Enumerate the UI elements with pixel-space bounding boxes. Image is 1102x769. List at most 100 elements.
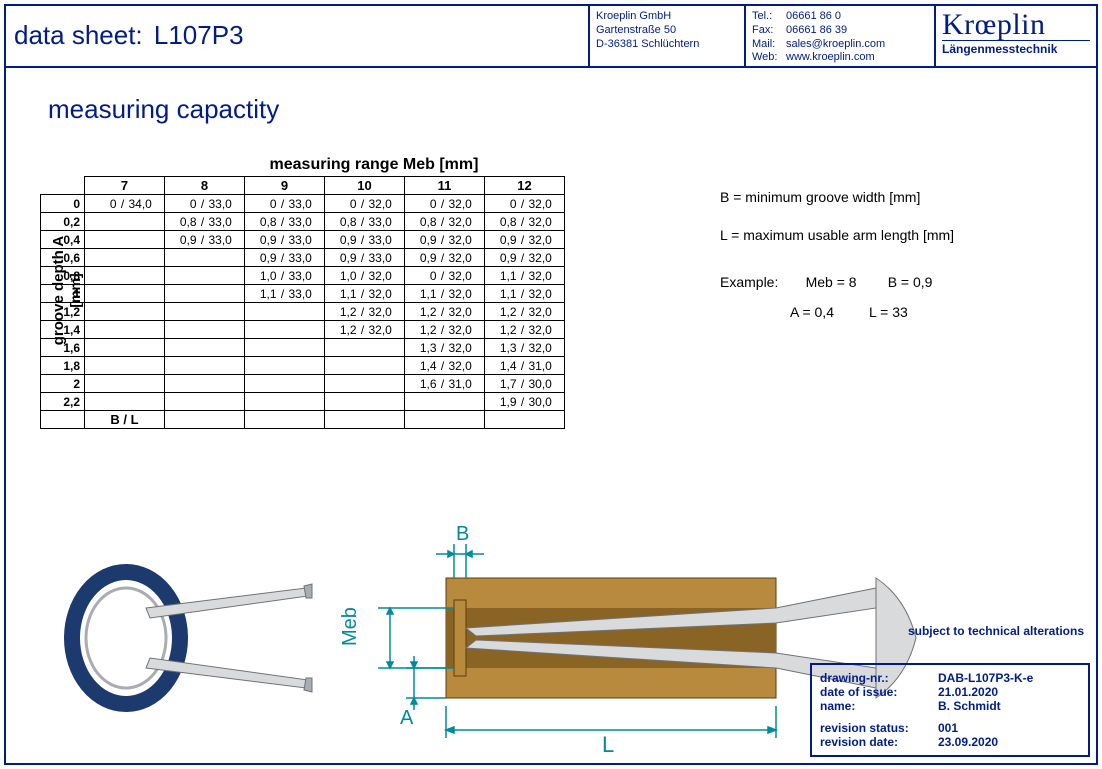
table-cell: 1,4/31,0 [485,357,565,375]
table-cell: 0,9/33,0 [245,231,325,249]
header: data sheet: L107P3 Kroeplin GmbH Gartens… [6,6,1096,68]
table-cell: 1,1/33,0 [245,285,325,303]
table-cell-empty [85,375,165,393]
name-value: B. Schmidt [938,699,1001,713]
table-row-header: 2,2 [41,393,85,411]
table-cell-empty [165,393,245,411]
logo-subtitle: Längenmesstechnik [942,40,1090,56]
table-col-header: 11 [405,177,485,195]
table-cell-empty [245,357,325,375]
table-cell-empty [165,339,245,357]
table-cell-empty [325,375,405,393]
web-value: www.kroeplin.com [786,51,875,63]
table-cell-empty [85,339,165,357]
table-cell: 1,0/32,0 [325,267,405,285]
table-cell: 1,1/32,0 [405,285,485,303]
table-cell-empty [85,267,165,285]
table-cell: 0,9/33,0 [325,249,405,267]
dim-label-l: L [602,732,614,757]
addr-line: Kroeplin GmbH [596,10,738,24]
table-cell: 1,2/32,0 [405,321,485,339]
table-cell: 0/33,0 [245,195,325,213]
table-cell: 1,7/30,0 [485,375,565,393]
table-cell: 0/33,0 [165,195,245,213]
header-logo: Krœplin Längenmesstechnik [936,6,1096,66]
table-cell: 0,8/32,0 [405,213,485,231]
table-cell-empty [85,303,165,321]
rev-status-value: 001 [938,721,958,735]
table-cell-empty [165,375,245,393]
table-cell: 0,8/33,0 [165,213,245,231]
capacity-table-wrap: measuring range Meb [mm] groove depth A[… [40,156,616,429]
dim-label-meb: Meb [339,607,361,646]
table-row-header: 0 [41,195,85,213]
table-cell-empty [85,231,165,249]
table-row-title: groove depth A[mm] [50,236,83,345]
logo-brand: Krœplin [942,10,1090,40]
table-cell-empty [245,393,325,411]
table-cell-empty [85,321,165,339]
table-cell: 1,2/32,0 [485,303,565,321]
table-cell-empty [325,393,405,411]
table-cell-empty [245,303,325,321]
sheet-frame: data sheet: L107P3 Kroeplin GmbH Gartens… [4,4,1098,765]
table-cell: 0,9/33,0 [325,231,405,249]
fax-label: Fax: [752,24,786,38]
addr-line: Gartenstraße 50 [596,24,738,38]
table-row-header: 1,8 [41,357,85,375]
table-cell: 0,9/33,0 [245,249,325,267]
table-cell-empty [165,303,245,321]
table-cell-empty [325,339,405,357]
table-cell: 0/32,0 [405,267,485,285]
table-row-header: 2 [41,375,85,393]
example-label: Example: [720,274,778,290]
table-cell-empty [85,357,165,375]
table-col-title: measuring range Meb [mm] [132,156,616,174]
date-issue-label: date of issue: [820,685,938,699]
capacity-table: 78910111200/34,00/33,00/33,00/32,00/32,0… [40,176,565,429]
table-cell: 1,6/31,0 [405,375,485,393]
table-cell-empty [245,339,325,357]
title-label: data sheet: [14,20,143,50]
table-cell: 1,0/33,0 [245,267,325,285]
header-address: Kroeplin GmbH Gartenstraße 50 D-36381 Sc… [590,6,746,66]
date-issue-value: 21.01.2020 [938,685,998,699]
header-contact: Tel.:06661 86 0 Fax:06661 86 39 Mail:sal… [746,6,936,66]
table-cell: 0,8/33,0 [325,213,405,231]
body: measuring capactity measuring range Meb … [6,68,1096,763]
table-cell: 1,2/32,0 [405,303,485,321]
rev-date-value: 23.09.2020 [938,735,998,749]
table-cell: 1,2/32,0 [325,303,405,321]
table-cell-empty [85,249,165,267]
table-row-header: 0,2 [41,213,85,231]
table-cell-empty [85,285,165,303]
addr-line: D-36381 Schlüchtern [596,38,738,52]
table-cell: 1,1/32,0 [485,285,565,303]
table-footer-label: B / L [85,411,165,429]
table-cell-empty [165,285,245,303]
drawing-nr-label: drawing-nr.: [820,671,938,685]
dim-label-a: A [400,707,414,729]
table-cell-empty [165,267,245,285]
name-label: name: [820,699,938,713]
table-cell: 1,9/30,0 [485,393,565,411]
example-meb: Meb = 8 [806,274,857,290]
legend-b: B = minimum groove width [mm] [720,188,954,208]
example-l: L = 33 [869,304,908,320]
table-cell: 0,9/32,0 [485,249,565,267]
legend-l: L = maximum usable arm length [mm] [720,226,954,246]
table-cell: 0/34,0 [85,195,165,213]
section-title: measuring capactity [48,94,279,125]
title-value: L107P3 [150,20,244,50]
disclaimer: subject to technical alterations [908,624,1084,638]
table-col-header: 7 [85,177,165,195]
table-cell-empty [245,321,325,339]
tel-value: 06661 86 0 [786,10,841,22]
table-cell: 0/32,0 [325,195,405,213]
example-a: A = 0,4 [790,304,834,320]
legend: B = minimum groove width [mm] L = maximu… [720,188,954,322]
rev-status-label: revision status: [820,721,938,735]
table-cell: 0,8/33,0 [245,213,325,231]
table-col-header: 12 [485,177,565,195]
header-title: data sheet: L107P3 [6,6,590,66]
